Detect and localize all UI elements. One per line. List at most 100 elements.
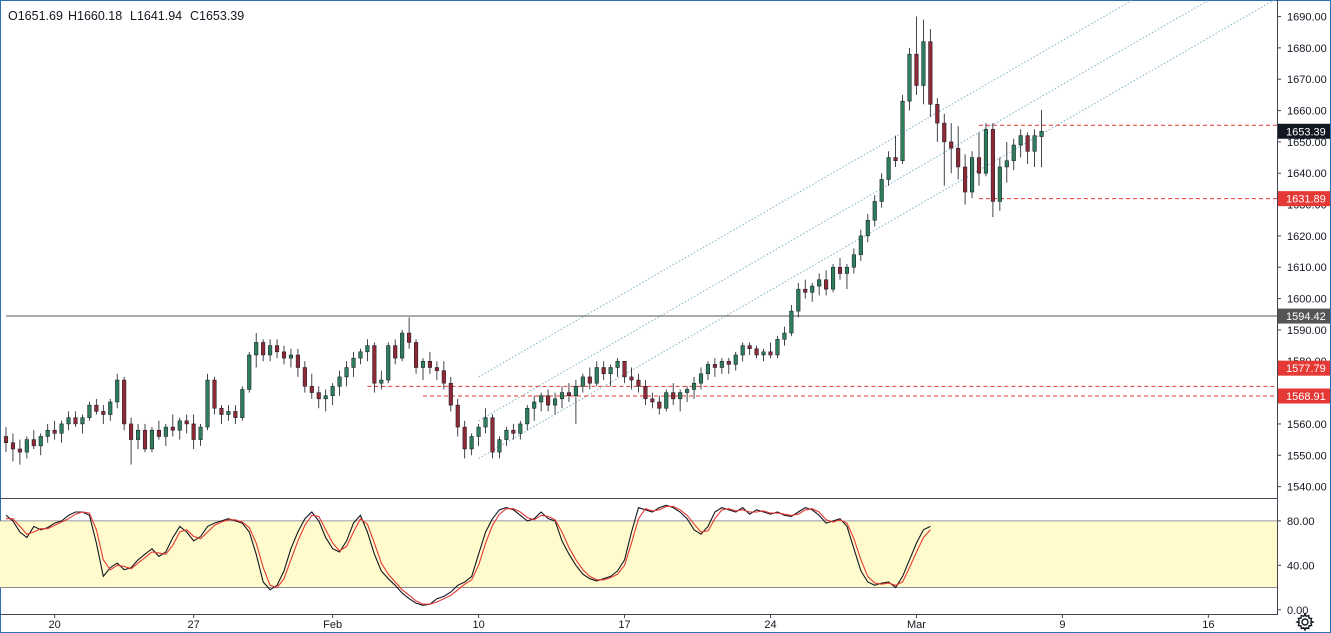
candle-body — [122, 379, 127, 425]
candle-body — [858, 235, 863, 255]
candle-body — [907, 53, 912, 102]
candle-106 — [740, 342, 745, 362]
candle-62 — [434, 361, 439, 381]
candle-body — [1011, 144, 1016, 161]
candle-130 — [907, 47, 912, 111]
candle-144 — [1004, 141, 1009, 183]
price-levels — [6, 124, 1277, 397]
candle-body — [692, 382, 697, 390]
candle-body — [768, 351, 773, 356]
candle-body — [712, 364, 717, 368]
price-tick-label: 1660.00 — [1287, 106, 1327, 118]
gear-icon[interactable] — [1294, 612, 1316, 632]
candle-body — [553, 398, 558, 406]
candle-94 — [657, 395, 662, 415]
candle-126 — [879, 173, 884, 208]
candle-body — [247, 354, 252, 390]
price-tick-label: 1650.00 — [1287, 137, 1327, 149]
candle-133 — [928, 29, 933, 117]
candle-body — [970, 157, 975, 193]
candle-104 — [726, 358, 731, 374]
candle-body — [921, 41, 926, 86]
candle-113 — [789, 304, 794, 337]
candle-45 — [316, 386, 321, 409]
candle-body — [532, 401, 537, 409]
candle-69 — [483, 408, 488, 434]
candle-101 — [705, 361, 711, 381]
candle-66 — [462, 420, 467, 459]
candle-body — [205, 379, 210, 428]
candle-92 — [643, 380, 648, 406]
candle-body — [761, 351, 766, 356]
price-tag-bg — [1278, 360, 1330, 376]
candle-3 — [24, 436, 29, 459]
candle-76 — [532, 395, 537, 421]
candle-body — [156, 429, 161, 437]
candle-98 — [685, 386, 690, 402]
candle-124 — [865, 213, 870, 243]
candle-body — [295, 354, 300, 368]
ohlc-open: O1651.69 — [8, 9, 63, 23]
candle-56 — [393, 339, 398, 365]
price-axis[interactable]: 1690.00 1680.00 1670.00 1660.00 1650.00 1640.… — [1277, 12, 1327, 494]
ohlc-low: L1641.94 — [130, 9, 182, 23]
candle-body — [414, 342, 419, 368]
candle-91 — [636, 373, 641, 393]
candle-body — [678, 392, 683, 400]
candle-body — [580, 376, 585, 387]
candle-119 — [831, 264, 836, 293]
candle-50 — [351, 351, 356, 377]
candle-body — [309, 386, 314, 393]
candle-9 — [66, 411, 71, 431]
candle-27 — [191, 414, 196, 449]
candle-body — [865, 219, 870, 237]
price-tag-bg — [1278, 191, 1330, 207]
candle-body — [601, 367, 606, 375]
candle-body — [268, 345, 273, 356]
candle-4 — [31, 430, 36, 449]
price-tick-label: 1560.00 — [1287, 419, 1327, 431]
candle-29 — [205, 373, 210, 431]
candle-84 — [587, 367, 592, 390]
candle-body — [45, 429, 50, 437]
candle-body — [316, 392, 321, 400]
price-tag-red: 1577.79 — [1278, 360, 1330, 376]
candle-body — [3, 436, 9, 443]
price-tag-red: 1568.91 — [1278, 388, 1330, 404]
price-tick-label: 1610.00 — [1287, 262, 1327, 274]
candle-body — [698, 373, 704, 384]
candle-body — [483, 417, 488, 428]
candle-body — [629, 376, 634, 381]
candle-body — [330, 386, 335, 396]
candle-body — [372, 345, 377, 384]
candle-body — [323, 395, 328, 400]
candle-body — [38, 436, 43, 447]
candle-body — [650, 398, 655, 403]
candle-64 — [448, 376, 453, 412]
candle-body — [233, 411, 238, 418]
candle-147 — [1025, 132, 1030, 164]
candle-body — [17, 448, 22, 453]
candle-115 — [803, 279, 808, 299]
candle-body — [740, 345, 745, 356]
candle-128 — [893, 135, 898, 167]
price-tick-label: 1620.00 — [1287, 231, 1327, 243]
candles-group — [3, 16, 1044, 465]
candle-body — [497, 439, 502, 453]
candle-137 — [956, 126, 961, 180]
candle-body — [796, 288, 801, 312]
candle-55 — [386, 342, 391, 384]
candle-46 — [323, 389, 328, 412]
candle-114 — [796, 282, 801, 318]
candle-body — [594, 367, 599, 384]
candle-body — [719, 360, 724, 368]
stochastic-axis[interactable]: 80.00 40.00 0.00 — [1277, 516, 1315, 617]
candle-17 — [122, 376, 127, 431]
candle-body — [1032, 135, 1037, 152]
ohlc-legend: O1651.69 H1660.18 L1641.94 C1653.39 — [8, 9, 244, 23]
time-tick-label: Feb — [323, 619, 342, 631]
candle-body — [504, 429, 509, 440]
candle-40 — [281, 345, 287, 365]
time-axis[interactable]: 20 27 Feb 10 17 24 Mar 9 16 — [49, 614, 1215, 631]
